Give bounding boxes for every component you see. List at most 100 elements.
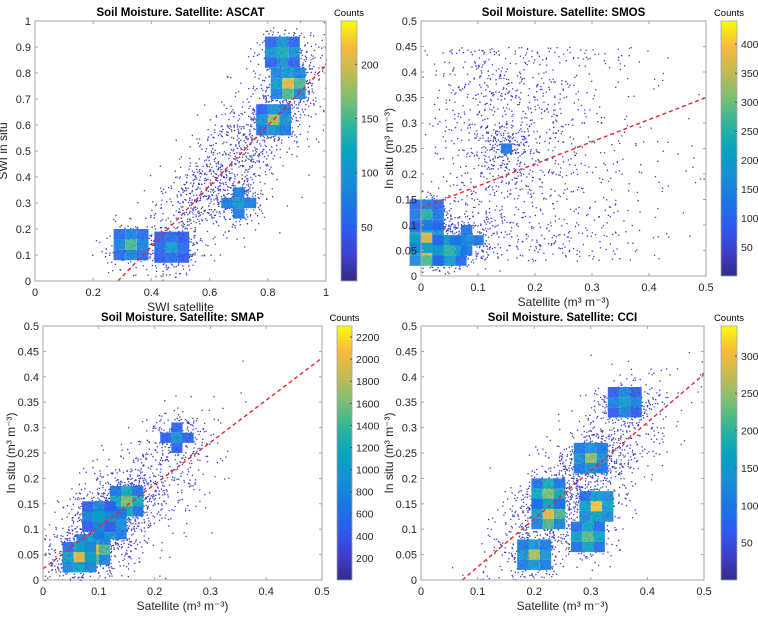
scatter-point [495,131,497,133]
scatter-point [521,78,523,80]
scatter-point [183,223,185,225]
scatter-point [162,188,165,190]
scatter-point [291,107,293,110]
scatter-point [262,193,264,195]
scatter-point [638,61,640,63]
scatter-point [446,180,448,182]
scatter-point [241,126,243,128]
scatter-point [165,219,167,221]
scatter-point [589,206,591,208]
scatter-point [488,243,490,245]
scatter-point [238,132,240,135]
scatter-point [296,136,298,138]
scatter-point [637,200,639,202]
scatter-point [274,140,276,142]
scatter-point [232,150,234,152]
scatter-point [538,178,540,180]
density-bin [294,88,306,99]
scatter-point [247,139,249,141]
scatter-point [167,217,169,219]
scatter-point [534,96,536,98]
scatter-point [461,47,463,49]
scatter-point [192,179,194,181]
scatter-point [569,46,571,49]
scatter-point [147,505,149,507]
scatter-point [311,68,313,70]
scatter-point [508,135,510,137]
scatter-point [138,522,140,525]
scatter-point [491,48,493,50]
scatter-point [274,138,276,140]
scatter-point [233,152,235,155]
scatter-point [312,92,315,94]
scatter-point [453,199,455,202]
scatter-point [181,489,183,491]
scatter-point [473,78,475,80]
scatter-point [191,255,193,257]
scatter-point [311,85,313,87]
scatter-point [531,227,533,229]
scatter-point [692,166,694,168]
scatter-point [261,150,264,153]
scatter-point [246,184,248,186]
scatter-point [210,169,212,171]
scatter-point [531,239,533,241]
scatter-point [526,48,528,51]
scatter-point [504,57,507,60]
scatter-point [609,206,612,208]
scatter-point [214,214,217,216]
scatter-point [127,477,129,479]
scatter-point [546,132,548,134]
scatter-point [520,173,522,175]
scatter-point [461,220,463,223]
scatter-point [518,129,521,132]
scatter-point [190,255,192,257]
scatter-point [199,168,201,171]
scatter-point [160,220,162,222]
scatter-point [233,116,235,118]
scatter-point [266,86,268,88]
scatter-point [514,183,516,185]
scatter-point [601,227,603,229]
scatter-point [165,274,168,276]
density-bin [455,255,467,266]
scatter-point [489,51,492,53]
scatter-point [227,131,229,134]
scatter-point [209,182,211,184]
scatter-point [230,149,232,151]
scatter-point [452,109,454,112]
scatter-point [546,108,548,110]
scatter-point [632,242,634,244]
scatter-point [221,460,224,462]
scatter-point [464,61,466,63]
scatter-point [286,151,288,153]
scatter-point [555,119,557,121]
scatter-point [51,569,54,571]
scatter-point [489,143,491,146]
scatter-point [447,271,449,273]
y-tick-label: 0.4 [16,172,31,184]
scatter-point [199,188,201,190]
scatter-point [211,166,213,169]
scatter-point [566,236,568,238]
scatter-point [529,119,532,122]
scatter-point [557,234,559,236]
density-bin [432,199,444,210]
scatter-point [240,82,242,84]
scatter-point [565,123,567,126]
scatter-point [197,218,199,221]
scatter-point [205,180,207,182]
scatter-point [307,86,309,88]
scatter-point [252,138,254,141]
scatter-point [616,248,618,250]
scatter-point [251,118,253,120]
scatter-point [310,62,312,64]
scatter-point [522,255,524,257]
scatter-point [162,484,164,486]
scatter-point [185,182,187,184]
scatter-point [599,240,601,243]
scatter-point [245,136,247,138]
scatter-point [292,130,294,132]
scatter-point [470,51,472,53]
scatter-point [248,168,250,171]
